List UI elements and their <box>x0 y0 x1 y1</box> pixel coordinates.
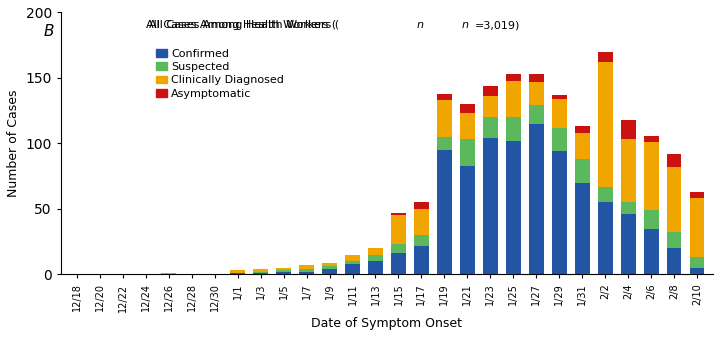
Bar <box>483 96 498 117</box>
Bar <box>667 167 682 233</box>
Bar <box>299 272 314 274</box>
Text: All Cases Among Health Workers (: All Cases Among Health Workers ( <box>149 20 339 30</box>
Bar <box>391 213 406 215</box>
Bar <box>598 187 613 202</box>
Bar <box>552 95 567 99</box>
Bar <box>598 52 613 62</box>
Bar <box>506 117 521 141</box>
Bar <box>414 235 429 246</box>
Bar <box>644 142 659 210</box>
Y-axis label: Number of Cases: Number of Cases <box>7 90 20 197</box>
Text: =3,019): =3,019) <box>475 20 521 30</box>
Bar <box>598 202 613 274</box>
Bar <box>437 94 452 100</box>
Bar <box>161 273 176 274</box>
Bar <box>528 124 544 274</box>
Bar <box>414 202 429 209</box>
Bar <box>460 113 474 140</box>
Bar <box>414 246 429 274</box>
Bar <box>322 269 337 274</box>
Bar <box>621 140 636 202</box>
Bar <box>483 117 498 138</box>
Bar <box>575 126 590 133</box>
Bar <box>690 192 704 198</box>
Bar <box>345 261 360 264</box>
Bar <box>460 166 474 274</box>
Bar <box>345 264 360 274</box>
Bar <box>460 104 474 113</box>
Bar <box>644 228 659 274</box>
Bar <box>575 133 590 159</box>
Bar <box>230 273 246 274</box>
Bar <box>528 105 544 124</box>
Bar <box>414 209 429 235</box>
Bar <box>322 263 337 267</box>
Bar <box>276 268 291 270</box>
Bar <box>483 86 498 96</box>
Bar <box>667 154 682 167</box>
X-axis label: Date of Symptom Onset: Date of Symptom Onset <box>312 317 462 330</box>
Bar <box>391 244 406 253</box>
Bar <box>690 268 704 274</box>
Bar <box>552 99 567 128</box>
Legend: Confirmed, Suspected, Clinically Diagnosed, Asymptomatic: Confirmed, Suspected, Clinically Diagnos… <box>151 44 289 103</box>
Bar <box>391 215 406 244</box>
Bar <box>506 74 521 81</box>
Bar <box>276 270 291 272</box>
Bar <box>345 255 360 261</box>
Bar <box>230 270 246 273</box>
Bar <box>528 82 544 105</box>
Bar <box>621 214 636 274</box>
Bar <box>299 265 314 269</box>
Bar <box>575 183 590 274</box>
Bar <box>621 120 636 140</box>
Bar <box>575 159 590 183</box>
Bar <box>528 74 544 82</box>
Bar <box>391 253 406 274</box>
Bar <box>368 255 383 261</box>
Bar <box>690 198 704 257</box>
Bar <box>506 141 521 274</box>
Bar <box>621 202 636 214</box>
Bar <box>253 273 268 274</box>
Text: n: n <box>417 20 424 30</box>
Bar <box>483 138 498 274</box>
Bar <box>299 269 314 272</box>
Bar <box>598 62 613 187</box>
Text: All Cases Among Health Workers (: All Cases Among Health Workers ( <box>145 20 336 30</box>
Text: B: B <box>43 24 54 39</box>
Bar <box>437 100 452 137</box>
Bar <box>460 140 474 166</box>
Bar <box>322 267 337 269</box>
Bar <box>368 248 383 255</box>
Bar <box>253 269 268 272</box>
Bar <box>368 261 383 274</box>
Bar <box>552 151 567 274</box>
Bar <box>437 150 452 274</box>
Bar <box>690 257 704 268</box>
Bar <box>644 135 659 142</box>
Bar <box>552 128 567 151</box>
Bar <box>506 81 521 117</box>
Bar <box>667 248 682 274</box>
Text: n: n <box>462 20 469 30</box>
Bar <box>276 272 291 274</box>
Bar <box>437 137 452 150</box>
Bar <box>667 233 682 248</box>
Bar <box>644 210 659 228</box>
Bar <box>253 272 268 273</box>
